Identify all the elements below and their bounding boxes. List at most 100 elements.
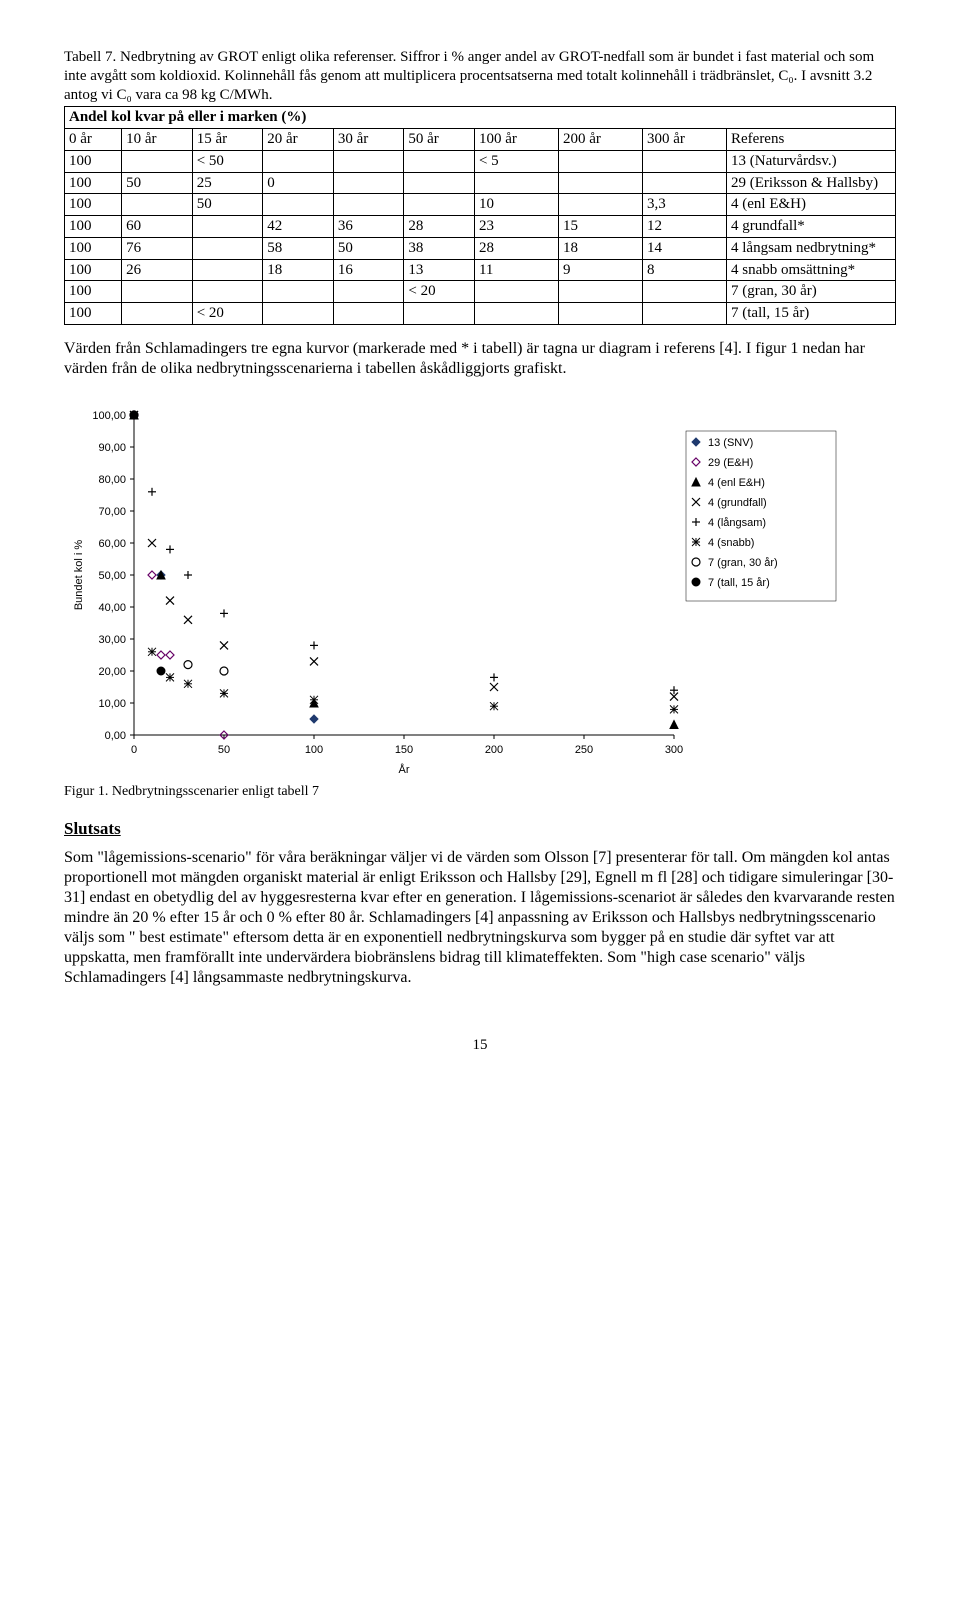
table-cell bbox=[558, 281, 642, 303]
table-row: 100765850382818144 långsam nedbrytning* bbox=[65, 237, 896, 259]
chart-caption: Figur 1. Nedbrytningsscenarier enligt ta… bbox=[64, 783, 896, 801]
table-cell bbox=[333, 150, 404, 172]
table-cell: 8 bbox=[642, 259, 726, 281]
table-col-header: 50 år bbox=[404, 129, 475, 151]
table-cell bbox=[404, 150, 475, 172]
table-col-header: 0 år bbox=[65, 129, 122, 151]
table-cell: < 50 bbox=[192, 150, 263, 172]
table-cell bbox=[263, 281, 334, 303]
table-cell: 50 bbox=[122, 172, 193, 194]
paragraph-intro: Värden från Schlamadingers tre egna kurv… bbox=[64, 339, 896, 379]
table-cell bbox=[122, 303, 193, 325]
table-cell: 26 bbox=[122, 259, 193, 281]
table-col-header: 15 år bbox=[192, 129, 263, 151]
table-cell: 13 bbox=[404, 259, 475, 281]
svg-text:7 (tall, 15 år): 7 (tall, 15 år) bbox=[708, 577, 770, 589]
table-col-header: 200 år bbox=[558, 129, 642, 151]
table-cell: 4 grundfall* bbox=[727, 216, 896, 238]
svg-text:40,00: 40,00 bbox=[98, 602, 126, 614]
table-cell bbox=[474, 281, 558, 303]
table-cell bbox=[263, 150, 334, 172]
table-col-header: 100 år bbox=[474, 129, 558, 151]
svg-text:10,00: 10,00 bbox=[98, 698, 126, 710]
table-cell: 25 bbox=[192, 172, 263, 194]
table-cell bbox=[192, 281, 263, 303]
table-cell: 13 (Naturvårdsv.) bbox=[727, 150, 896, 172]
svg-text:90,00: 90,00 bbox=[98, 442, 126, 454]
table-cell: 100 bbox=[65, 172, 122, 194]
table-col-header: 300 år bbox=[642, 129, 726, 151]
table-cell bbox=[333, 194, 404, 216]
table-cell: 100 bbox=[65, 303, 122, 325]
table-cell: 50 bbox=[192, 194, 263, 216]
table-cell: 14 bbox=[642, 237, 726, 259]
table-col-header: 20 år bbox=[263, 129, 334, 151]
table-cell bbox=[474, 172, 558, 194]
table-cell: 12 bbox=[642, 216, 726, 238]
svg-text:7 (gran, 30 år): 7 (gran, 30 år) bbox=[708, 557, 778, 569]
table-cell bbox=[558, 150, 642, 172]
table-cell bbox=[404, 172, 475, 194]
table-row: 100< 207 (tall, 15 år) bbox=[65, 303, 896, 325]
table-cell bbox=[122, 281, 193, 303]
table-row: 100< 207 (gran, 30 år) bbox=[65, 281, 896, 303]
svg-text:150: 150 bbox=[395, 744, 413, 756]
table-cell bbox=[558, 303, 642, 325]
svg-text:100: 100 bbox=[305, 744, 323, 756]
svg-text:13 (SNV): 13 (SNV) bbox=[708, 437, 753, 449]
svg-text:0: 0 bbox=[131, 744, 137, 756]
table-caption: Tabell 7. Nedbrytning av GROT enligt oli… bbox=[64, 48, 896, 104]
table-col-header: 30 år bbox=[333, 129, 404, 151]
table-cell: < 5 bbox=[474, 150, 558, 172]
table-cell: 28 bbox=[404, 216, 475, 238]
table-cell: 4 snabb omsättning* bbox=[727, 259, 896, 281]
slutsats-text: Som "lågemissions-scenario" för våra ber… bbox=[64, 848, 896, 988]
table-cell bbox=[263, 303, 334, 325]
svg-text:50: 50 bbox=[218, 744, 230, 756]
svg-text:50,00: 50,00 bbox=[98, 570, 126, 582]
table-cell bbox=[333, 281, 404, 303]
grot-table: Andel kol kvar på eller i marken (%) 0 å… bbox=[64, 106, 896, 325]
table-cell: 50 bbox=[333, 237, 404, 259]
table-cell: 4 långsam nedbrytning* bbox=[727, 237, 896, 259]
svg-text:300: 300 bbox=[665, 744, 683, 756]
table-header-row: 0 år10 år15 år20 år30 år50 år100 år200 å… bbox=[65, 129, 896, 151]
table-cell bbox=[558, 194, 642, 216]
table-cell: 9 bbox=[558, 259, 642, 281]
table-cell: 16 bbox=[333, 259, 404, 281]
svg-text:200: 200 bbox=[485, 744, 503, 756]
table-cell: 100 bbox=[65, 281, 122, 303]
table-cell: 11 bbox=[474, 259, 558, 281]
table-cell bbox=[192, 259, 263, 281]
table-cell: 15 bbox=[558, 216, 642, 238]
table-cell: < 20 bbox=[192, 303, 263, 325]
svg-text:0,00: 0,00 bbox=[105, 730, 126, 742]
table-cell: 38 bbox=[404, 237, 475, 259]
table-cell: 36 bbox=[333, 216, 404, 238]
svg-text:30,00: 30,00 bbox=[98, 634, 126, 646]
svg-text:4 (grundfall): 4 (grundfall) bbox=[708, 497, 767, 509]
svg-text:4 (snabb): 4 (snabb) bbox=[708, 537, 754, 549]
table-cell: 58 bbox=[263, 237, 334, 259]
table-cell bbox=[122, 194, 193, 216]
table-cell bbox=[122, 150, 193, 172]
table-cell: 42 bbox=[263, 216, 334, 238]
table-cell: 29 (Eriksson & Hallsby) bbox=[727, 172, 896, 194]
svg-text:4 (enl E&H): 4 (enl E&H) bbox=[708, 477, 765, 489]
slutsats-heading: Slutsats bbox=[64, 818, 896, 839]
table-cell: 100 bbox=[65, 259, 122, 281]
table-row: 1002618161311984 snabb omsättning* bbox=[65, 259, 896, 281]
table-cell: 0 bbox=[263, 172, 334, 194]
table-cell: 3,3 bbox=[642, 194, 726, 216]
table-subhead: Andel kol kvar på eller i marken (%) bbox=[65, 107, 896, 129]
table-cell: 100 bbox=[65, 150, 122, 172]
table-cell: 23 bbox=[474, 216, 558, 238]
table-cell bbox=[642, 150, 726, 172]
table-cell bbox=[333, 303, 404, 325]
table-cell: 100 bbox=[65, 194, 122, 216]
table-col-header: Referens bbox=[727, 129, 896, 151]
table-cell: < 20 bbox=[404, 281, 475, 303]
table-cell bbox=[404, 303, 475, 325]
table-cell bbox=[192, 216, 263, 238]
table-cell bbox=[192, 237, 263, 259]
